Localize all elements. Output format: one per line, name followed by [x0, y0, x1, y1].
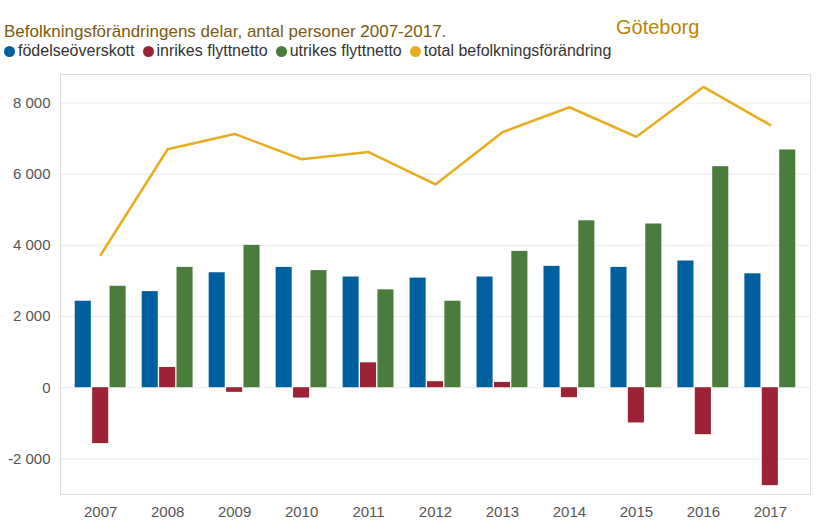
svg-text:2014: 2014 — [553, 503, 586, 520]
svg-text:2015: 2015 — [620, 503, 653, 520]
svg-text:2013: 2013 — [486, 503, 519, 520]
svg-text:2 000: 2 000 — [13, 307, 51, 324]
svg-text:2012: 2012 — [419, 503, 452, 520]
svg-text:6 000: 6 000 — [13, 165, 51, 182]
html-text:inrikes flyttnetto: inrikes flyttnetto — [156, 42, 268, 59]
svg-text:2008: 2008 — [151, 503, 184, 520]
html-text:Befolkningsförändringens delar: Befolkningsförändringens delar, antal pe… — [4, 22, 447, 41]
svg-text:2016: 2016 — [687, 503, 720, 520]
svg-text:8 000: 8 000 — [13, 94, 51, 111]
html-text:Göteborg: Göteborg — [616, 16, 700, 38]
html-text:utrikes flyttnetto: utrikes flyttnetto — [289, 42, 402, 59]
svg-text:4 000: 4 000 — [13, 236, 51, 253]
svg-text:2009: 2009 — [218, 503, 251, 520]
html-text:födelseöverskott: födelseöverskott — [18, 42, 135, 59]
svg-text:-2 000: -2 000 — [8, 450, 51, 467]
svg-text:2007: 2007 — [84, 503, 117, 520]
svg-text:0: 0 — [42, 379, 50, 396]
svg-text:2010: 2010 — [285, 503, 318, 520]
html-text:total befolkningsförändring: total befolkningsförändring — [423, 42, 612, 59]
svg-text:2017: 2017 — [754, 503, 787, 520]
svg-text:2011: 2011 — [352, 503, 384, 520]
